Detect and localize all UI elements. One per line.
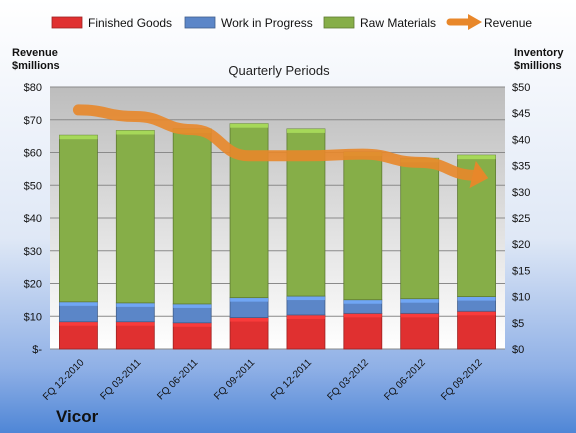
legend-swatch: [323, 16, 355, 29]
left-tick-label: $40: [24, 213, 42, 225]
bar-segment-finished-goods: [59, 321, 98, 350]
bar-segment-cap: [230, 123, 269, 128]
legend-label: Revenue: [484, 16, 532, 30]
bar-segment-cap: [457, 155, 496, 160]
legend-swatch-arrow: [468, 14, 482, 30]
bar-segment-cap: [286, 296, 325, 301]
right-tick-label: $35: [512, 161, 530, 173]
company-name: Vicor: [56, 407, 99, 426]
revenue-line: [72, 104, 489, 189]
bar-segment-cap: [400, 313, 439, 318]
legend-item: Raw Materials: [323, 16, 436, 30]
bar-segment-raw-materials: [343, 151, 383, 301]
bar-segment-cap: [343, 299, 382, 304]
left-axis-label-line2: $millions: [12, 60, 60, 72]
right-tick-label: $10: [512, 292, 530, 304]
bar-segment-finished-goods: [229, 317, 269, 350]
left-tick-label: $10: [24, 311, 42, 323]
bar-segment-cap: [286, 314, 325, 319]
legend-label: Work in Progress: [221, 16, 313, 30]
right-tick-label: $50: [512, 82, 530, 94]
legend-item: Work in Progress: [184, 16, 313, 30]
left-axis-label-line1: Revenue: [12, 47, 58, 59]
bar-segment-raw-materials: [59, 134, 98, 303]
right-tick-label: $0: [512, 344, 524, 356]
bar-segment-raw-materials: [172, 128, 212, 305]
bar-segment-cap: [457, 311, 496, 316]
bar-segment-cap: [59, 301, 98, 306]
bar-segment-cap: [343, 313, 382, 318]
legend-label: Raw Materials: [360, 16, 436, 30]
bar-segment-finished-goods: [286, 314, 326, 350]
bar-segment-finished-goods: [457, 310, 496, 350]
left-tick-label: $50: [24, 180, 42, 192]
left-tick-label: $30: [24, 246, 42, 258]
left-tick-label: $20: [24, 279, 42, 291]
right-tick-label: $45: [512, 108, 530, 120]
x-tick-label: FQ 12-2011: [269, 357, 314, 402]
bar-segment-raw-materials: [115, 130, 155, 304]
right-tick-label: $5: [512, 318, 524, 330]
x-tick-label: FQ 06-2012: [382, 357, 428, 403]
legend-swatch: [184, 16, 216, 29]
legend-item: Revenue: [446, 14, 532, 30]
revenue-line-path: [72, 104, 483, 181]
x-tick-label: FQ 03-2011: [98, 357, 143, 402]
x-tick-label: FQ 09-2011: [212, 357, 257, 402]
bar-segment-cap: [116, 321, 155, 326]
right-tick-label: $25: [512, 213, 530, 225]
legend-swatch: [51, 16, 83, 29]
left-tick-label: $60: [24, 148, 42, 160]
legend: Finished Goods Work in Progress Raw Materi…: [51, 14, 532, 30]
right-tick-label: $40: [512, 134, 530, 146]
bar-segment-cap: [173, 303, 212, 308]
x-tick-label: FQ 12-2010: [41, 357, 87, 403]
x-tick-label: FQ 06-2011: [155, 357, 200, 402]
right-axis-label-line2: $millions: [514, 60, 562, 72]
axes: $- $10 $20 $30 $40 $50 $60 $70 $80 $0 $5 $10 $15 $20 $…: [24, 82, 531, 403]
bar-segment-finished-goods: [115, 321, 155, 350]
bar-segment-cap: [59, 135, 98, 140]
x-tick-label: FQ 09-2012: [439, 357, 485, 403]
x-tick-label: FQ 03-2012: [325, 357, 371, 403]
bar-segment-raw-materials: [400, 157, 440, 300]
bar-segment-cap: [173, 322, 212, 327]
bar-segment-cap: [59, 321, 98, 326]
right-tick-label: $30: [512, 187, 530, 199]
left-tick-label: $70: [24, 115, 42, 127]
bar-segment-cap: [230, 317, 269, 322]
bar-segment-cap: [457, 296, 496, 301]
left-tick-label: $-: [32, 344, 42, 356]
bar-segment-cap: [400, 298, 439, 303]
right-tick-label: $15: [512, 265, 530, 277]
bar-segment-finished-goods: [343, 312, 383, 350]
legend-item: Finished Goods: [51, 16, 172, 30]
left-tick-label: $80: [24, 82, 42, 94]
chart-subtitle: Quarterly Periods: [228, 63, 330, 78]
bar-segment-cap: [230, 297, 269, 302]
right-tick-label: $20: [512, 239, 530, 251]
bar-segment-cap: [116, 130, 155, 135]
bar-segment-finished-goods: [400, 312, 440, 350]
bar-segment-cap: [286, 128, 325, 133]
right-axis-label-line1: Inventory: [514, 47, 564, 59]
bar-segment-cap: [116, 302, 155, 307]
revenue-arrowhead: [469, 160, 489, 189]
legend-label: Finished Goods: [88, 16, 172, 30]
